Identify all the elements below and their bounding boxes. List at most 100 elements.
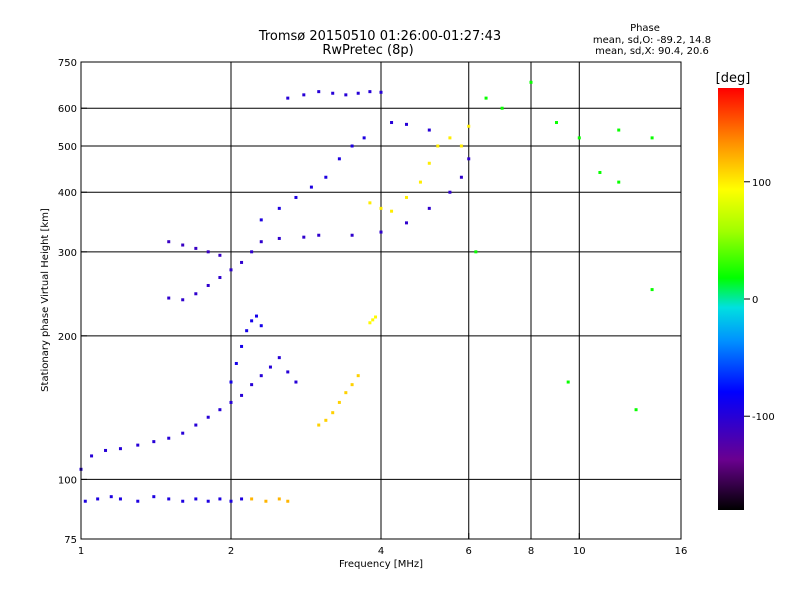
series-group [286,90,431,132]
data-point [317,233,321,237]
series-group [79,356,298,471]
data-point [259,374,263,378]
series-group [83,495,244,503]
y-axis-label: Stationary phase Virtual Height [km] [40,208,51,392]
data-point [404,122,408,126]
series-group [167,157,471,302]
colorbar-label: [deg] [716,71,751,86]
colorbar-ticks: -100 0 100 [744,178,775,423]
data-point [277,236,281,240]
data-point [650,288,654,292]
data-point [218,253,222,257]
data-point [362,136,366,140]
data-point [136,499,140,503]
series-group [259,136,366,222]
data-point [250,319,254,323]
y-tick-label: 100 [58,475,77,486]
data-point [250,383,254,387]
data-point [436,144,440,148]
series-group [250,497,290,503]
data-point [467,124,471,128]
data-point [379,230,383,234]
data-point [309,185,313,189]
chart-subtitle: RwPretec (8p) [322,43,413,58]
data-point [371,318,375,322]
series-group [474,80,654,412]
data-point [194,423,198,427]
data-point [218,276,222,280]
data-point [324,175,328,179]
data-point [167,497,171,501]
data-point [250,497,254,501]
series-group [368,124,471,213]
x-tick-label: 6 [466,546,472,557]
phase-stats-title: Phase [630,23,660,34]
data-point [427,161,431,165]
data-point [302,235,306,239]
data-point [650,136,654,140]
data-point [350,383,354,387]
data-point [427,206,431,210]
data-point [259,324,263,328]
data-point [404,195,408,199]
data-point [167,436,171,440]
colorbar-tick-label: 100 [752,178,771,189]
data-point [344,93,348,97]
phase-stats-x: mean, sd,X: 90.4, 20.6 [595,46,709,57]
data-point [337,157,341,161]
y-tick-label: 750 [58,58,77,69]
colorbar-tick-label: -100 [752,412,775,423]
data-point [459,144,463,148]
x-tick-label: 16 [675,546,688,557]
data-point [350,233,354,237]
data-point [459,175,463,179]
data-point [294,380,298,384]
data-point [331,91,335,95]
data-point [234,361,238,365]
data-point [259,240,263,244]
data-point [240,393,244,397]
series-group [317,374,360,427]
data-point [152,495,156,499]
data-point [368,321,372,325]
series-group [229,314,263,384]
data-point [344,391,348,395]
x-tick-label: 1 [78,546,84,557]
data-point [350,144,354,148]
data-point [302,93,306,97]
data-point [448,136,452,140]
colorbar [718,88,744,510]
data-point [181,243,185,247]
data-point [206,250,210,254]
series-group [167,240,222,257]
data-point [368,201,372,205]
data-point [90,454,94,458]
y-tick-label: 75 [64,535,77,546]
data-point [229,400,233,404]
data-point [136,443,140,447]
data-point [356,374,360,378]
data-point [240,497,244,501]
y-axis-ticks: 75 100 200 300 400 500 600 750 [58,58,87,546]
data-point [337,400,341,404]
data-point [390,121,394,125]
y-tick-label: 500 [58,142,77,153]
phase-stats-o: mean, sd,O: -89.2, 14.8 [593,35,711,46]
data-point [206,283,210,287]
data-point [229,380,233,384]
data-point [167,296,171,300]
data-point [118,497,122,501]
data-point [317,90,321,94]
data-point [577,136,581,140]
data-point [286,96,290,100]
data-point [259,218,263,222]
data-point [448,190,452,194]
y-tick-label: 300 [58,248,77,259]
data-point [598,170,602,174]
data-point [467,157,471,161]
grid-lines [81,62,681,539]
data-point [277,206,281,210]
data-point [96,497,100,501]
data-point [152,440,156,444]
